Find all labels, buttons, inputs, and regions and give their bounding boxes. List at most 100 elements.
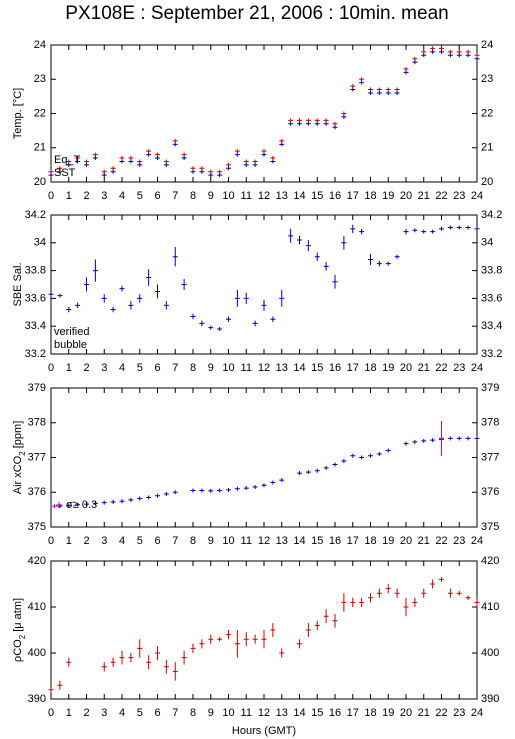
data-point — [119, 159, 125, 164]
y-tick-label-right: 376 — [481, 486, 499, 498]
y-tick-label: 23 — [34, 73, 46, 85]
data-point — [332, 125, 338, 130]
y-axis-label: ρCO2 [μ atm] — [12, 598, 27, 662]
y-tick-label: 377 — [28, 451, 46, 463]
data-point — [146, 152, 152, 157]
data-point — [314, 468, 320, 473]
y-tick-label-right: 33.6 — [481, 292, 502, 304]
data-point — [155, 152, 160, 157]
data-point — [137, 496, 143, 501]
data-point — [279, 648, 285, 658]
x-tick-label: 18 — [364, 535, 376, 547]
y-tick-label-right: 23 — [481, 73, 493, 85]
x-tick-label: 22 — [435, 535, 447, 547]
data-point — [48, 173, 54, 178]
x-tick-label: 10 — [222, 535, 234, 547]
y-tick-label-right: 22 — [481, 107, 493, 119]
y-tick-label-right: 420 — [481, 555, 499, 567]
y-tick-label-right: 24 — [481, 39, 493, 51]
data-point — [119, 499, 125, 504]
data-point — [332, 121, 338, 126]
data-point — [430, 438, 436, 443]
x-tick-label: 18 — [364, 190, 376, 202]
x-tick-label: 5 — [137, 362, 143, 374]
x-tick-label: 1 — [66, 190, 72, 202]
x-tick-label: 1 — [66, 362, 72, 374]
data-point — [412, 56, 418, 61]
x-tick-label: 0 — [48, 535, 54, 547]
data-point — [421, 229, 427, 234]
data-point — [234, 486, 240, 491]
x-tick-label: 0 — [48, 707, 54, 719]
y-tick-label: 34 — [34, 237, 46, 249]
x-tick-label: 13 — [276, 190, 288, 202]
data-point — [394, 90, 400, 95]
x-tick-label: 13 — [276, 535, 288, 547]
x-tick-label: 0 — [48, 362, 54, 374]
data-point — [243, 159, 249, 164]
data-point — [146, 149, 152, 154]
data-point — [297, 471, 302, 476]
data-point — [421, 438, 427, 443]
data-point — [92, 152, 98, 157]
data-point — [261, 630, 267, 649]
data-point — [75, 302, 81, 309]
data-point — [323, 262, 329, 271]
y-axis-label: Temp. [°C] — [12, 88, 24, 139]
x-tick-label: 2 — [83, 362, 89, 374]
data-point — [128, 497, 134, 502]
data-point — [430, 579, 436, 589]
y-axis-label-part: SBE Sal. — [12, 262, 24, 306]
data-point — [226, 166, 231, 171]
data-point — [270, 159, 276, 164]
data-point — [385, 261, 391, 266]
data-point — [172, 138, 178, 143]
data-point — [66, 657, 72, 667]
x-tick-label: 20 — [400, 190, 412, 202]
data-point — [172, 142, 178, 147]
data-point — [314, 118, 320, 123]
y-tick-label: 420 — [28, 555, 46, 567]
data-point — [217, 636, 223, 642]
data-point — [305, 623, 311, 637]
legend-label: Eq_T — [54, 154, 81, 166]
y-tick-label: 22 — [34, 107, 46, 119]
data-point — [305, 121, 311, 126]
data-point — [75, 156, 81, 161]
x-tick-label: 7 — [172, 707, 178, 719]
data-point — [456, 49, 462, 54]
y-tick-label: 390 — [28, 693, 46, 705]
data-point — [456, 53, 462, 58]
data-point — [128, 156, 134, 161]
data-point — [137, 639, 143, 658]
x-tick-label: 12 — [258, 535, 270, 547]
data-point — [314, 252, 320, 261]
x-tick-label: 2 — [83, 190, 89, 202]
x-tick-label: 19 — [382, 190, 394, 202]
y-axis-label-part: Air xCO — [12, 455, 24, 494]
data-point — [66, 159, 72, 164]
x-tick-label: 9 — [208, 707, 214, 719]
data-point — [474, 597, 480, 607]
data-point — [208, 488, 214, 493]
data-point — [261, 152, 267, 157]
data-point — [359, 597, 365, 607]
data-point — [226, 487, 231, 492]
y-tick-label: 375 — [28, 521, 46, 533]
data-point — [226, 162, 231, 167]
data-point — [243, 632, 249, 647]
plot-frame — [50, 387, 478, 528]
x-tick-label: 11 — [241, 535, 252, 547]
x-tick-label: 21 — [418, 535, 430, 547]
x-tick-label: 22 — [435, 362, 447, 374]
data-point — [57, 293, 63, 298]
data-point — [368, 87, 373, 92]
data-point — [323, 118, 329, 123]
y-tick-label-right: 377 — [481, 451, 499, 463]
legend-label: σ≥ 0.3 — [66, 499, 97, 511]
x-tick-label: 4 — [119, 190, 125, 202]
data-point — [359, 228, 365, 235]
x-tick-label: 15 — [311, 707, 323, 719]
data-point — [155, 156, 160, 161]
x-tick-label: 24 — [471, 362, 483, 374]
